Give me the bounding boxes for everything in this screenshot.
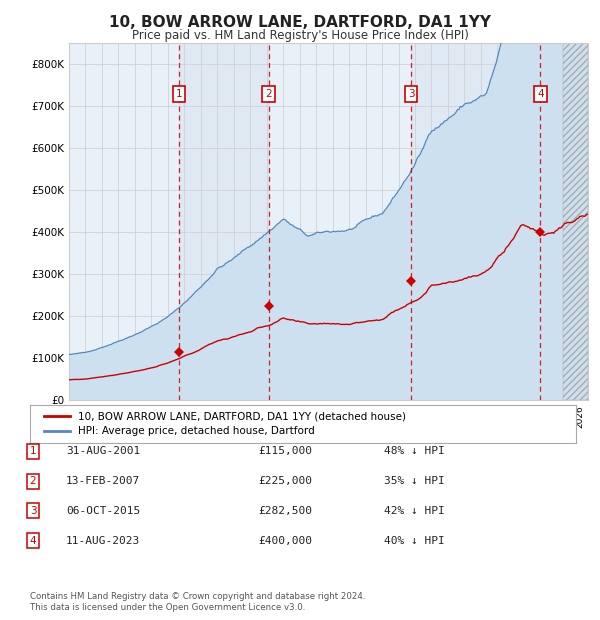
Text: 10, BOW ARROW LANE, DARTFORD, DA1 1YY: 10, BOW ARROW LANE, DARTFORD, DA1 1YY [109, 15, 491, 30]
Text: 35% ↓ HPI: 35% ↓ HPI [384, 476, 445, 486]
Text: £225,000: £225,000 [258, 476, 312, 486]
Text: 40% ↓ HPI: 40% ↓ HPI [384, 536, 445, 546]
Text: 42% ↓ HPI: 42% ↓ HPI [384, 506, 445, 516]
Text: £400,000: £400,000 [258, 536, 312, 546]
Text: Contains HM Land Registry data © Crown copyright and database right 2024.: Contains HM Land Registry data © Crown c… [30, 592, 365, 601]
Text: 1: 1 [29, 446, 37, 456]
Text: 11-AUG-2023: 11-AUG-2023 [66, 536, 140, 546]
Bar [411, 43, 541, 400]
Text: This data is licensed under the Open Government Licence v3.0.: This data is licensed under the Open Gov… [30, 603, 305, 612]
Text: 2: 2 [265, 89, 272, 99]
Text: 4: 4 [537, 89, 544, 99]
Text: 06-OCT-2015: 06-OCT-2015 [66, 506, 140, 516]
Text: 4: 4 [29, 536, 37, 546]
Text: Price paid vs. HM Land Registry's House Price Index (HPI): Price paid vs. HM Land Registry's House … [131, 30, 469, 42]
Text: £115,000: £115,000 [258, 446, 312, 456]
Text: 48% ↓ HPI: 48% ↓ HPI [384, 446, 445, 456]
Text: 3: 3 [408, 89, 415, 99]
Text: 31-AUG-2001: 31-AUG-2001 [66, 446, 140, 456]
Text: £282,500: £282,500 [258, 506, 312, 516]
Text: 13-FEB-2007: 13-FEB-2007 [66, 476, 140, 486]
Bar [179, 43, 269, 400]
Legend: 10, BOW ARROW LANE, DARTFORD, DA1 1YY (detached house), HPI: Average price, deta: 10, BOW ARROW LANE, DARTFORD, DA1 1YY (d… [41, 409, 409, 440]
Bar [563, 43, 588, 400]
Text: 1: 1 [175, 89, 182, 99]
Text: 2: 2 [29, 476, 37, 486]
Text: 3: 3 [29, 506, 37, 516]
